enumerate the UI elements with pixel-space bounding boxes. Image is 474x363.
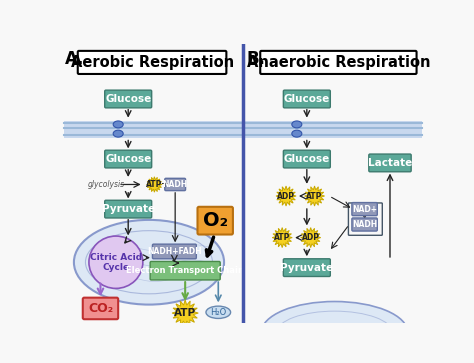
Polygon shape [272, 228, 292, 248]
Text: ATP: ATP [146, 180, 163, 189]
FancyBboxPatch shape [165, 178, 185, 191]
FancyBboxPatch shape [283, 150, 330, 168]
FancyBboxPatch shape [105, 150, 152, 168]
FancyBboxPatch shape [260, 51, 417, 74]
Ellipse shape [206, 306, 231, 318]
Text: Citric Acid
Cycle: Citric Acid Cycle [90, 253, 142, 272]
Polygon shape [276, 186, 296, 206]
Text: ATP: ATP [274, 233, 291, 242]
Text: Pyruvate: Pyruvate [280, 262, 333, 273]
FancyBboxPatch shape [352, 203, 377, 216]
FancyBboxPatch shape [283, 90, 330, 108]
Ellipse shape [292, 121, 302, 128]
Polygon shape [301, 228, 321, 248]
FancyBboxPatch shape [78, 51, 227, 74]
Text: NAD+: NAD+ [352, 205, 377, 213]
Text: glycolysis: glycolysis [88, 180, 125, 189]
Text: Electron Transport Chain: Electron Transport Chain [126, 266, 244, 275]
Text: Glucose: Glucose [105, 154, 151, 164]
Polygon shape [146, 177, 162, 192]
FancyBboxPatch shape [198, 207, 233, 234]
Text: Pyruvate: Pyruvate [101, 204, 155, 214]
Text: A.: A. [65, 50, 84, 68]
Text: CO₂: CO₂ [88, 302, 113, 315]
Text: ATP: ATP [306, 192, 323, 200]
Ellipse shape [292, 130, 302, 137]
Polygon shape [172, 300, 198, 326]
Text: +: + [160, 179, 168, 189]
FancyBboxPatch shape [369, 154, 411, 172]
Bar [64, 121, 422, 138]
FancyBboxPatch shape [150, 261, 220, 280]
Text: Glucose: Glucose [105, 94, 151, 104]
Text: Glucose: Glucose [284, 94, 330, 104]
Text: NADH: NADH [163, 180, 188, 189]
Ellipse shape [261, 302, 408, 363]
Text: ADP: ADP [301, 233, 319, 242]
Text: B.: B. [246, 50, 265, 68]
Text: NADH+FADH: NADH+FADH [147, 247, 202, 256]
FancyBboxPatch shape [352, 218, 377, 231]
Text: Aerobic Respiration: Aerobic Respiration [71, 55, 234, 70]
Text: Lactate: Lactate [368, 158, 412, 168]
Polygon shape [304, 186, 325, 206]
Text: ADP: ADP [277, 192, 295, 200]
FancyBboxPatch shape [283, 259, 330, 277]
Text: O₂: O₂ [203, 211, 228, 230]
Text: NADH: NADH [352, 220, 377, 229]
FancyBboxPatch shape [83, 298, 118, 319]
Ellipse shape [74, 220, 224, 305]
FancyBboxPatch shape [105, 90, 152, 108]
Text: Glucose: Glucose [284, 154, 330, 164]
Text: H₂O: H₂O [210, 308, 227, 317]
Ellipse shape [89, 236, 143, 289]
Ellipse shape [113, 130, 123, 137]
Ellipse shape [113, 121, 123, 128]
Text: ATP: ATP [174, 308, 196, 318]
FancyBboxPatch shape [105, 200, 152, 218]
FancyBboxPatch shape [153, 244, 196, 259]
Text: Anaerobic Respiration: Anaerobic Respiration [246, 55, 430, 70]
